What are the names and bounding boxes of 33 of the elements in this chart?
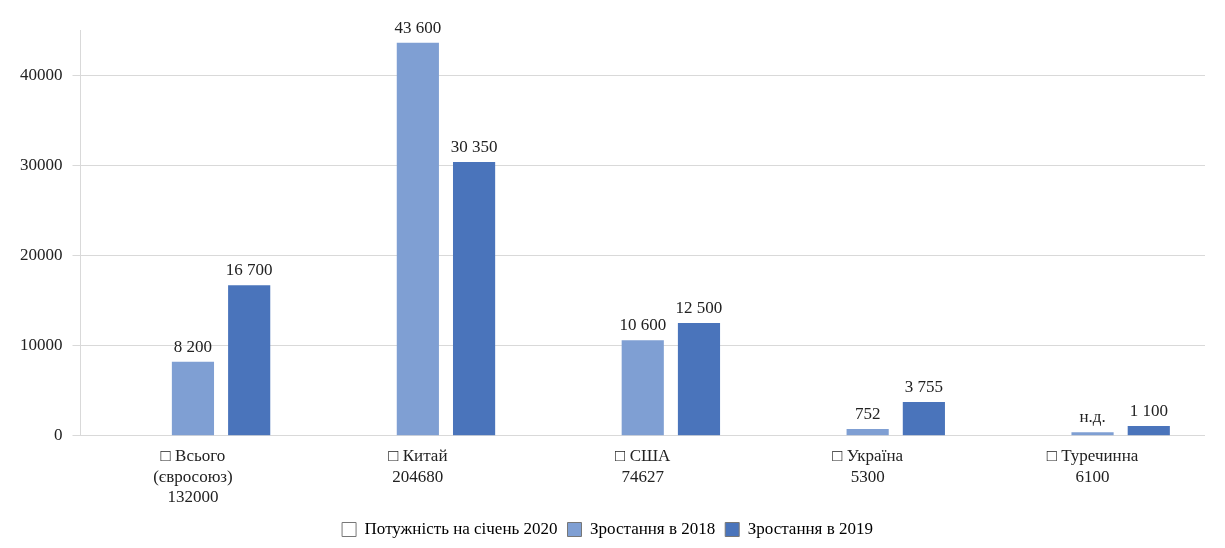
bar — [228, 285, 271, 436]
x-tick-label: □ США 74627 — [615, 446, 672, 486]
data-label: 3 755 — [904, 376, 943, 396]
data-label: 752 — [854, 403, 881, 423]
y-tick-label: 0 — [54, 425, 63, 445]
bar — [452, 162, 496, 436]
bar — [846, 429, 889, 436]
bar — [396, 42, 439, 436]
x-tick-label: □ Китай 204680 — [388, 446, 448, 486]
legend-label: Потужність на січень 2020 — [364, 518, 558, 538]
data-label: 16 700 — [225, 260, 273, 280]
data-label: 30 350 — [450, 137, 498, 157]
data-label: 1 100 — [1129, 400, 1168, 420]
data-label: 43 600 — [394, 17, 442, 37]
x-tick-label: □ Всього (євросоюз) 132000 — [153, 446, 233, 507]
y-tick-label: 30000 — [20, 154, 63, 174]
data-label: н.д. — [1079, 407, 1106, 427]
bar — [902, 401, 945, 436]
data-label: 10 600 — [619, 315, 667, 335]
bar — [171, 361, 215, 436]
legend-label: Зростання в 2018 — [590, 518, 716, 538]
x-tick-label: □ Туречинна 6100 — [1046, 446, 1139, 486]
bar — [1071, 432, 1114, 436]
data-label: 8 200 — [173, 336, 213, 356]
bar — [1127, 425, 1170, 436]
x-tick-label: □ Україна 5300 — [832, 446, 904, 486]
y-tick-label: 40000 — [20, 64, 63, 84]
y-tick-label: 10000 — [20, 335, 63, 355]
legend-label: Зростання в 2019 — [747, 518, 873, 538]
bar — [621, 340, 664, 436]
bar — [677, 323, 721, 436]
y-tick-label: 20000 — [20, 244, 63, 264]
data-label: 12 500 — [675, 298, 723, 318]
